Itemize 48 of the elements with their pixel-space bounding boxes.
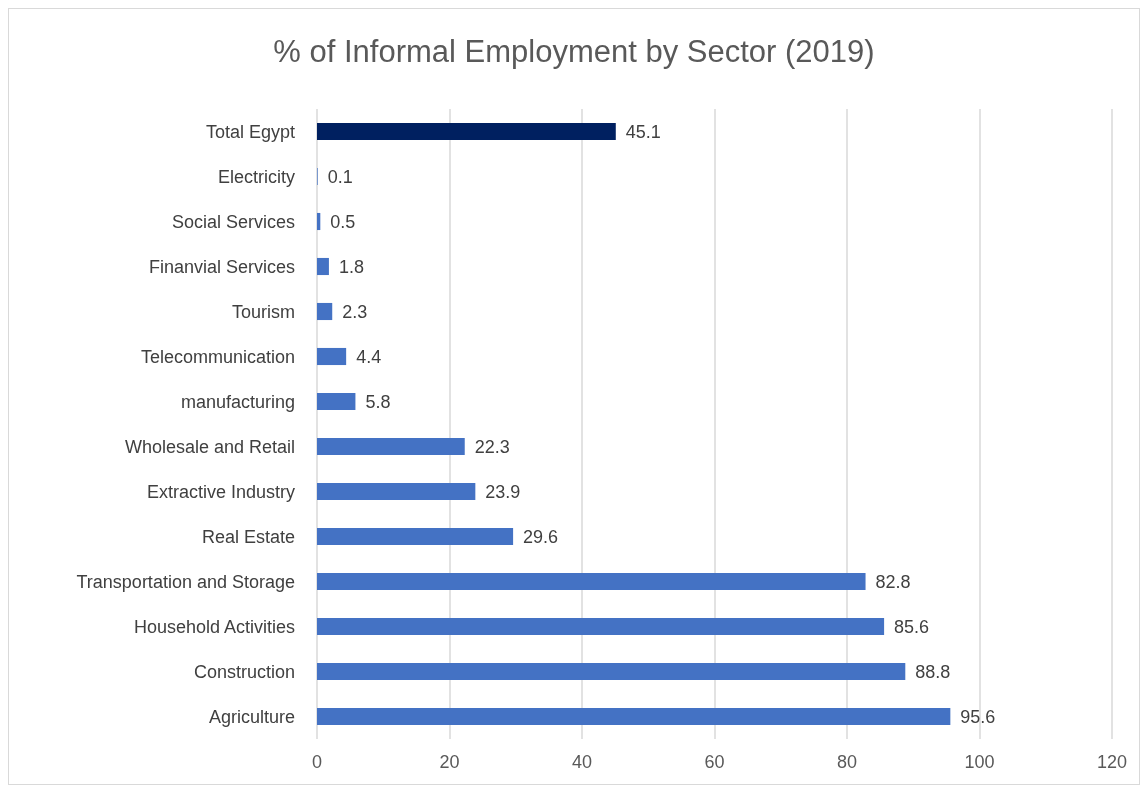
bar: [317, 122, 616, 141]
bar: [317, 302, 333, 321]
y-tick-label: Transportation and Storage: [76, 571, 295, 592]
data-label: 4.4: [356, 346, 382, 367]
data-label: 0.5: [330, 211, 356, 232]
chart-title: % of Informal Employment by Sector (2019): [273, 34, 875, 69]
bar: [317, 572, 866, 591]
x-tick-label: 80: [836, 752, 858, 772]
y-tick-label: Finanvial Services: [148, 256, 295, 277]
bar: [317, 662, 906, 681]
data-label: 95.6: [960, 706, 996, 727]
data-label: 85.6: [894, 616, 930, 637]
y-tick-label: Agriculture: [208, 706, 295, 727]
bar: [317, 482, 476, 501]
y-tick-label: Telecommunication: [140, 346, 295, 367]
data-label: 88.8: [915, 661, 951, 682]
data-label: 2.3: [342, 301, 368, 322]
y-tick-label: Household Activities: [133, 616, 295, 637]
data-label: 5.8: [365, 391, 391, 412]
x-tick-label: 20: [439, 752, 460, 772]
data-label: 45.1: [625, 121, 661, 142]
y-tick-label: Wholesale and Retail: [124, 436, 295, 457]
data-label: 22.3: [474, 436, 510, 457]
x-tick-label: 40: [571, 752, 593, 772]
data-label: 23.9: [485, 481, 521, 502]
y-tick-label: Real Estate: [201, 526, 295, 547]
data-label: 82.8: [875, 571, 911, 592]
x-tick-label: 0: [311, 752, 323, 772]
bar: [317, 707, 951, 726]
data-label: 29.6: [523, 526, 559, 547]
bar: [317, 617, 885, 636]
bar: [317, 437, 465, 456]
bar: [317, 347, 347, 366]
x-tick-label: 120: [1096, 752, 1128, 772]
y-tick-label: Extractive Industry: [146, 481, 295, 502]
y-tick-label: manufacturing: [180, 391, 295, 412]
bar: [317, 527, 514, 546]
bar: [317, 392, 356, 411]
x-tick-label: 60: [704, 752, 725, 772]
data-label: 1.8: [338, 256, 364, 277]
y-tick-label: Total Egypt: [205, 121, 295, 142]
y-tick-label: Social Services: [171, 211, 295, 232]
bar: [317, 257, 329, 276]
y-tick-label: Electricity: [217, 166, 295, 187]
y-tick-label: Tourism: [231, 301, 295, 322]
data-label: 0.1: [327, 166, 353, 187]
x-tick-label: 100: [964, 752, 995, 772]
y-tick-label: Construction: [193, 661, 295, 682]
